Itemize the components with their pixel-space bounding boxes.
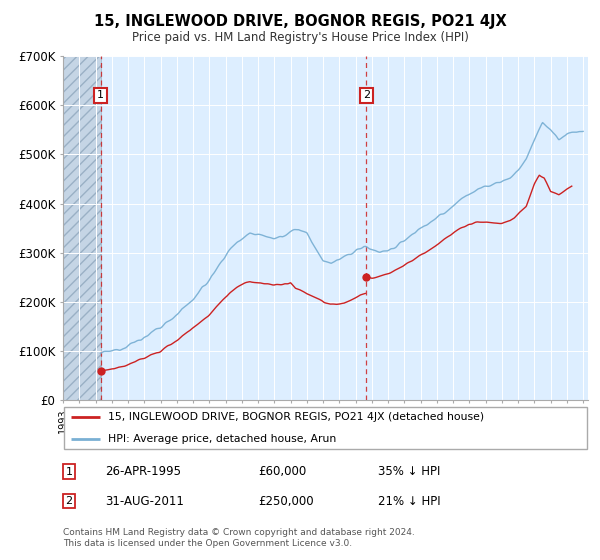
Text: 15, INGLEWOOD DRIVE, BOGNOR REGIS, PO21 4JX: 15, INGLEWOOD DRIVE, BOGNOR REGIS, PO21 …	[94, 14, 506, 29]
Text: 35% ↓ HPI: 35% ↓ HPI	[378, 465, 440, 478]
Bar	[63, 56, 101, 400]
Text: Price paid vs. HM Land Registry's House Price Index (HPI): Price paid vs. HM Land Registry's House …	[131, 31, 469, 44]
Text: 2: 2	[363, 90, 370, 100]
Text: 15, INGLEWOOD DRIVE, BOGNOR REGIS, PO21 4JX (detached house): 15, INGLEWOOD DRIVE, BOGNOR REGIS, PO21 …	[107, 412, 484, 422]
Text: £60,000: £60,000	[258, 465, 306, 478]
Text: 21% ↓ HPI: 21% ↓ HPI	[378, 494, 440, 508]
FancyBboxPatch shape	[64, 407, 587, 449]
Text: 1: 1	[97, 90, 104, 100]
Text: Contains HM Land Registry data © Crown copyright and database right 2024.
This d: Contains HM Land Registry data © Crown c…	[63, 528, 415, 548]
Text: 1: 1	[65, 466, 73, 477]
Text: £250,000: £250,000	[258, 494, 314, 508]
Text: 31-AUG-2011: 31-AUG-2011	[105, 494, 184, 508]
Text: HPI: Average price, detached house, Arun: HPI: Average price, detached house, Arun	[107, 434, 336, 444]
Text: 26-APR-1995: 26-APR-1995	[105, 465, 181, 478]
Text: 2: 2	[65, 496, 73, 506]
